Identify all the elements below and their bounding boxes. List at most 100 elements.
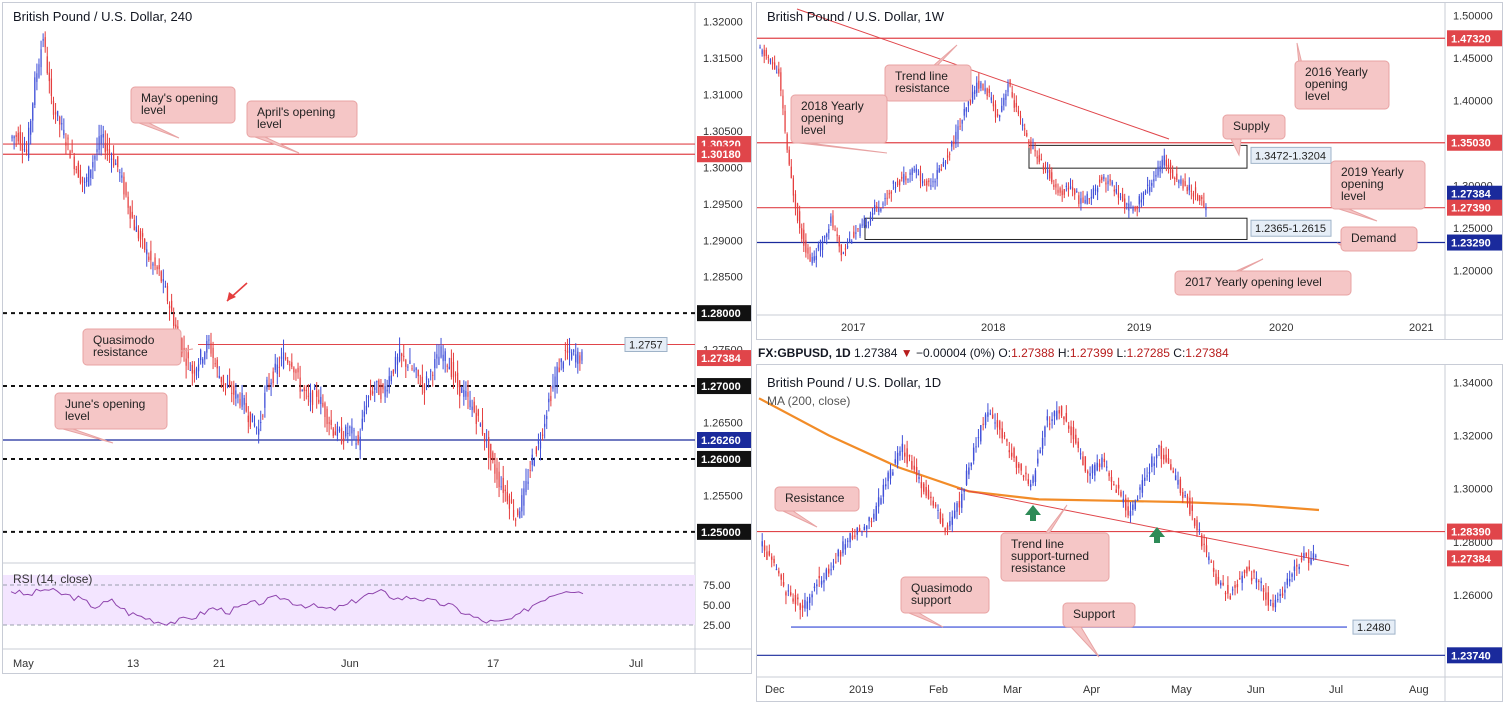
w1-candle <box>899 179 901 186</box>
chart-panel-4h[interactable]: 1.32000 1.31500 1.31000 1.30500 1.30000 1.295… <box>2 2 752 674</box>
h4-candle <box>69 150 71 159</box>
h4-candle <box>541 434 544 436</box>
h4-candle <box>183 347 185 351</box>
callout-trend-line-box <box>884 64 972 102</box>
w1-candle <box>855 232 857 234</box>
h4-candle <box>573 350 575 352</box>
w1-candle <box>1165 159 1167 166</box>
w1-candle <box>1049 170 1051 179</box>
callout-trend-line-text: resistance <box>1011 561 1066 575</box>
demand-zone-label: 1.2365-1.2615 <box>1255 223 1326 235</box>
h4-candle <box>527 481 529 484</box>
w1-candle <box>792 178 795 196</box>
price-tag-yearly-2017-label: 1.23290 <box>1451 238 1491 250</box>
callout-quasimodo-support-text: Quasimodo <box>911 581 973 595</box>
h4-candle <box>168 305 171 309</box>
y-tick-label: 1.30000 <box>1453 484 1493 496</box>
h4-candle <box>282 352 285 368</box>
h4-candle <box>303 387 305 391</box>
h4-candle <box>210 342 212 354</box>
callout-resistance-box <box>774 486 860 512</box>
h4-candle <box>164 286 167 288</box>
w1-candle <box>1088 198 1090 200</box>
w1-candle <box>901 176 903 179</box>
h4-candle <box>320 396 322 405</box>
h4-candle <box>351 426 353 434</box>
h4-candle <box>328 422 330 424</box>
w1-candle <box>999 115 1001 118</box>
d1-candle <box>1246 567 1248 574</box>
d1-candle <box>989 413 992 415</box>
h4-candle <box>293 367 295 373</box>
supply-zone <box>1028 144 1248 169</box>
h4-candle <box>204 352 206 360</box>
w1-candle <box>1182 180 1184 189</box>
w1-candle <box>1063 189 1065 195</box>
d1-candle <box>1265 592 1267 600</box>
h4-candle <box>79 169 82 184</box>
callout-quasimodo-box <box>82 328 182 366</box>
w1-candle <box>926 180 928 186</box>
h4-candle <box>287 360 289 363</box>
d1-candle <box>828 568 830 574</box>
h4-candle <box>54 111 57 115</box>
w1-candle <box>842 252 845 254</box>
h4-candle <box>500 486 502 488</box>
h4-candle <box>216 359 218 369</box>
w1-candle <box>771 62 774 65</box>
d1-candle <box>1170 464 1172 470</box>
w1-candle <box>834 229 836 231</box>
h4-candle <box>502 477 504 493</box>
d1-candle <box>965 470 968 485</box>
w1-candle <box>1013 100 1015 108</box>
chart-panel-1d[interactable]: 1.34000 1.32000 1.30000 1.28000 1.26000 1.283… <box>756 364 1503 702</box>
h4-candle <box>262 415 264 417</box>
h4-candle <box>185 358 187 366</box>
d1-candle <box>923 483 925 492</box>
d1-candle <box>958 501 961 508</box>
w1-candle <box>1178 180 1180 184</box>
h4-candle <box>326 408 328 425</box>
d1-candle <box>915 466 918 476</box>
w1-candle <box>857 228 859 230</box>
h4-candle <box>224 383 227 386</box>
w1-candle <box>790 166 792 179</box>
d1-candle <box>787 590 790 592</box>
w1-candle <box>780 72 782 91</box>
h4-candle <box>52 100 55 115</box>
y-tick-label: 1.30500 <box>703 126 743 138</box>
chart-4h-svg[interactable]: 1.32000 1.31500 1.31000 1.30500 1.30000 1.295… <box>3 3 752 674</box>
price-tag-round-1-25-label: 1.25000 <box>701 527 741 539</box>
price-tag-may-open-bg <box>697 146 751 163</box>
h4-candle <box>498 471 500 488</box>
d1-candle <box>1046 416 1049 421</box>
w1-candle <box>932 181 934 183</box>
d1-candle <box>1303 553 1305 558</box>
h4-candle <box>546 416 548 420</box>
w1-candle <box>1080 198 1082 204</box>
h4-candle <box>409 360 411 364</box>
x-tick-label: Jul <box>629 658 643 670</box>
chart-panel-1w[interactable]: 1.500001.450001.400001.350001.300001.250… <box>756 2 1503 340</box>
w1-candle <box>830 216 832 223</box>
callout-resistance-tail <box>782 510 818 528</box>
d1-candle <box>946 525 949 530</box>
h4-candle <box>156 266 158 270</box>
h4-candle <box>75 168 77 170</box>
w1-candle <box>913 169 915 171</box>
w1-candle <box>1186 187 1188 192</box>
d1-candle <box>911 460 913 470</box>
d1-candle <box>920 482 923 489</box>
d1-candle <box>1201 535 1203 547</box>
chart-1d-svg[interactable]: 1.34000 1.32000 1.30000 1.28000 1.26000 1.283… <box>757 365 1503 702</box>
w1-candle <box>1003 97 1005 106</box>
w1-candle <box>942 162 945 167</box>
x-tick-label: 2020 <box>1269 322 1293 334</box>
d1-candle <box>901 443 904 452</box>
price-tag-support-label: 1.23740 <box>1451 650 1491 662</box>
callout-demand-box <box>1340 226 1418 252</box>
w1-candle <box>892 180 895 184</box>
d1-candle <box>866 525 868 530</box>
chart-1w-svg[interactable]: 1.500001.450001.400001.350001.300001.250… <box>757 3 1503 340</box>
w1-candle <box>974 90 976 94</box>
